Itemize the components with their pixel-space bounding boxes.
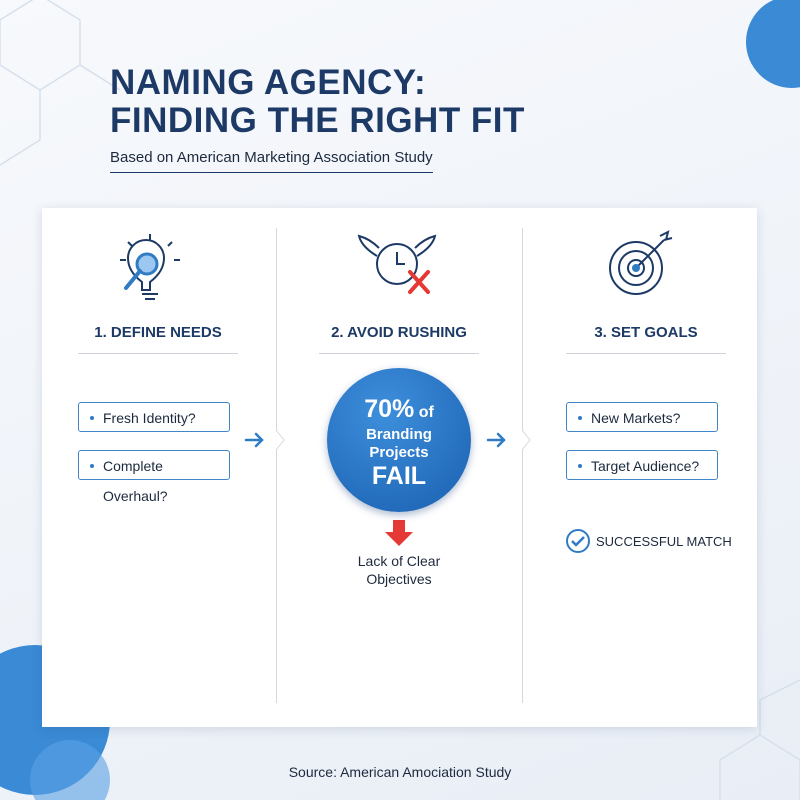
item-text: Fresh Identity? — [103, 410, 196, 426]
item-text: Target Audience? — [591, 458, 700, 474]
goal-item: New Markets? — [566, 402, 718, 432]
divider — [522, 228, 523, 703]
cause-text: Lack of Clear Objectives — [357, 553, 441, 587]
stat-circle: 70% of Branding Projects FAIL — [327, 368, 471, 512]
column-heading: 2. AVOID RUSHING — [319, 324, 479, 354]
stat-suffix: of — [418, 404, 434, 421]
column-heading: 3. SET GOALS — [566, 324, 726, 354]
title-line: FINDING THE RIGHT FIT — [110, 101, 525, 140]
outcome-text: SUCCESSFUL MATCH — [596, 534, 732, 549]
item-text: New Markets? — [591, 410, 681, 426]
footer-source: Source: American Amociation Study — [288, 764, 512, 780]
stat-result: FAIL — [371, 462, 427, 490]
stat-line: Branding — [366, 426, 432, 443]
need-item: Complete Overhaul? — [78, 450, 230, 504]
title-line: NAMING AGENCY: — [110, 63, 427, 102]
divider — [276, 228, 277, 703]
stat-value: 70% — [364, 395, 415, 423]
subtitle: Based on American Marketing Association … — [110, 149, 433, 173]
item-text: Complete Overhaul? — [103, 458, 168, 504]
goal-item: Target Audience? — [566, 450, 718, 480]
stat-line: Projects — [369, 444, 429, 461]
need-item: Fresh Identity? — [78, 402, 230, 432]
column-heading: 1. DEFINE NEEDS — [78, 324, 238, 354]
